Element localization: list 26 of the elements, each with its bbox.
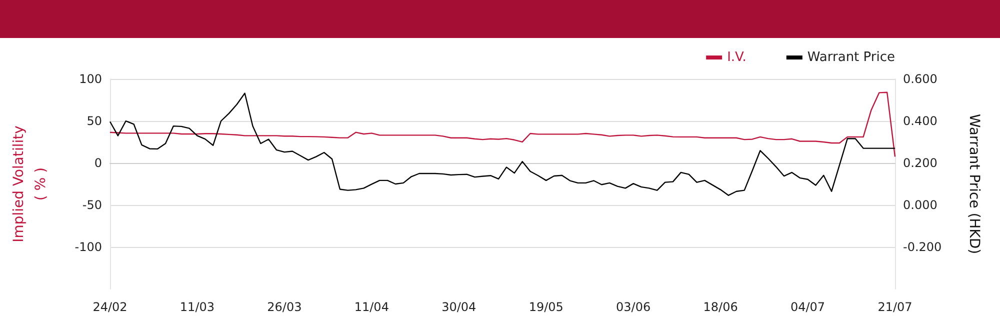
y-tick-label: -100 bbox=[74, 240, 102, 254]
line-series bbox=[109, 92, 896, 158]
x-tick-label: 26/03 bbox=[267, 300, 302, 314]
x-tick-label: 18/06 bbox=[703, 300, 738, 314]
y2-tick-label: 0.400 bbox=[903, 114, 938, 128]
y-tick-label: 100 bbox=[79, 72, 102, 86]
x-tick-label: 04/07 bbox=[790, 300, 826, 314]
x-tick-label: 03/06 bbox=[616, 300, 651, 314]
y2-tick-label: 0.200 bbox=[903, 156, 938, 170]
x-tick-label: 30/04 bbox=[442, 300, 476, 314]
x-tick-label: 24/02 bbox=[92, 300, 128, 314]
x-tick-label: 11/03 bbox=[180, 300, 215, 314]
y-tick-label: -50 bbox=[82, 198, 102, 212]
y2-tick-label: 0.000 bbox=[903, 198, 938, 212]
y2-axis-title: Warrant Price (HKD) bbox=[966, 114, 982, 254]
x-tick-label: 11/04 bbox=[354, 300, 389, 314]
x-tick-label: 21/07 bbox=[878, 300, 912, 314]
y-axis-title: Implied Volatility ( % ) bbox=[11, 126, 49, 242]
y2-tick-label: -0.200 bbox=[903, 240, 942, 254]
x-tick-label: 19/05 bbox=[528, 300, 564, 314]
y-tick-label: 50 bbox=[86, 114, 102, 128]
y2-tick-label: 0.600 bbox=[903, 72, 938, 86]
legend-label: Warrant Price bbox=[807, 50, 896, 65]
line-series bbox=[109, 92, 896, 196]
y-tick-label: 0 bbox=[94, 156, 102, 170]
legend-label: I.V. bbox=[727, 50, 746, 65]
